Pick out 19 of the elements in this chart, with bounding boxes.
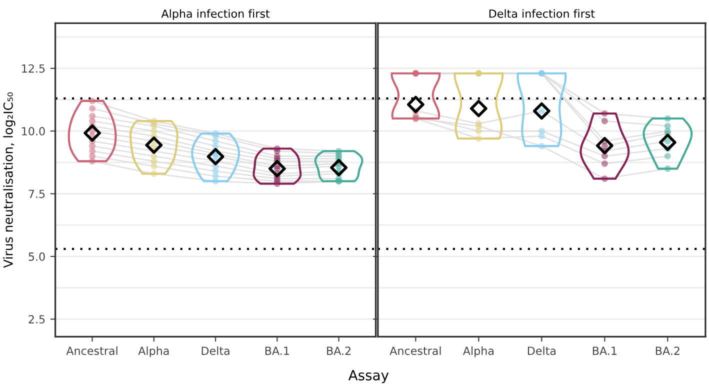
chart-title: Delta infection first — [489, 9, 595, 18]
y-tick-label: 12.5 — [22, 64, 45, 73]
x-tick-label: BA.2 — [327, 346, 350, 355]
x-tick-label: Alpha — [138, 346, 169, 358]
x-tick-label: Delta — [202, 346, 230, 356]
x-axis-title: Assay — [348, 370, 389, 384]
y-tick-label: 10.0 — [22, 127, 45, 136]
x-tick-label: BA.1 — [265, 346, 289, 355]
y-tick-label: 5.0 — [28, 252, 45, 261]
x-tick-label: BA.1 — [592, 346, 616, 355]
x-tick-label: Ancestral — [66, 346, 118, 356]
y-axis-title: Virus neutralisation, log₂IC₅₀ — [3, 92, 16, 268]
y-tick-label: 2.5 — [28, 315, 45, 324]
x-tick-label: Ancestral — [390, 346, 441, 356]
chart-title: Alpha infection first — [161, 9, 270, 20]
x-tick-label: Alpha — [462, 346, 494, 358]
x-tick-label: BA.2 — [656, 346, 680, 355]
y-tick-label: 7.5 — [28, 190, 45, 198]
x-tick-label: Delta — [528, 346, 556, 356]
